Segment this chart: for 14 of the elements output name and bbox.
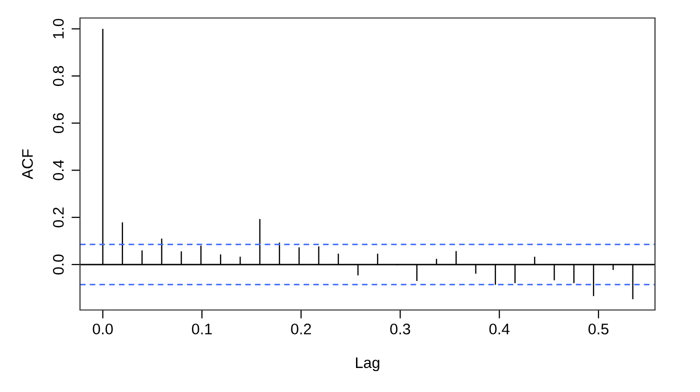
y-tick-label: 0.0 (52, 254, 64, 275)
x-tick-label: 0.1 (192, 324, 212, 334)
x-tick-label: 0.3 (390, 324, 410, 334)
y-tick-label: 0.4 (52, 160, 64, 180)
y-tick-label: 0.2 (52, 208, 64, 228)
x-tick-label: 0.0 (92, 324, 113, 334)
x-axis-title: Lag (356, 357, 380, 372)
x-tick-label: 0.5 (588, 324, 608, 334)
y-axis-title: ACF (22, 149, 33, 180)
y-tick-label: 0.6 (52, 113, 64, 134)
y-tick-label: 0.8 (52, 66, 64, 86)
x-tick-label: 0.2 (291, 324, 311, 334)
y-tick-label: 1.0 (52, 18, 64, 38)
x-tick-label: 0.4 (489, 324, 510, 334)
